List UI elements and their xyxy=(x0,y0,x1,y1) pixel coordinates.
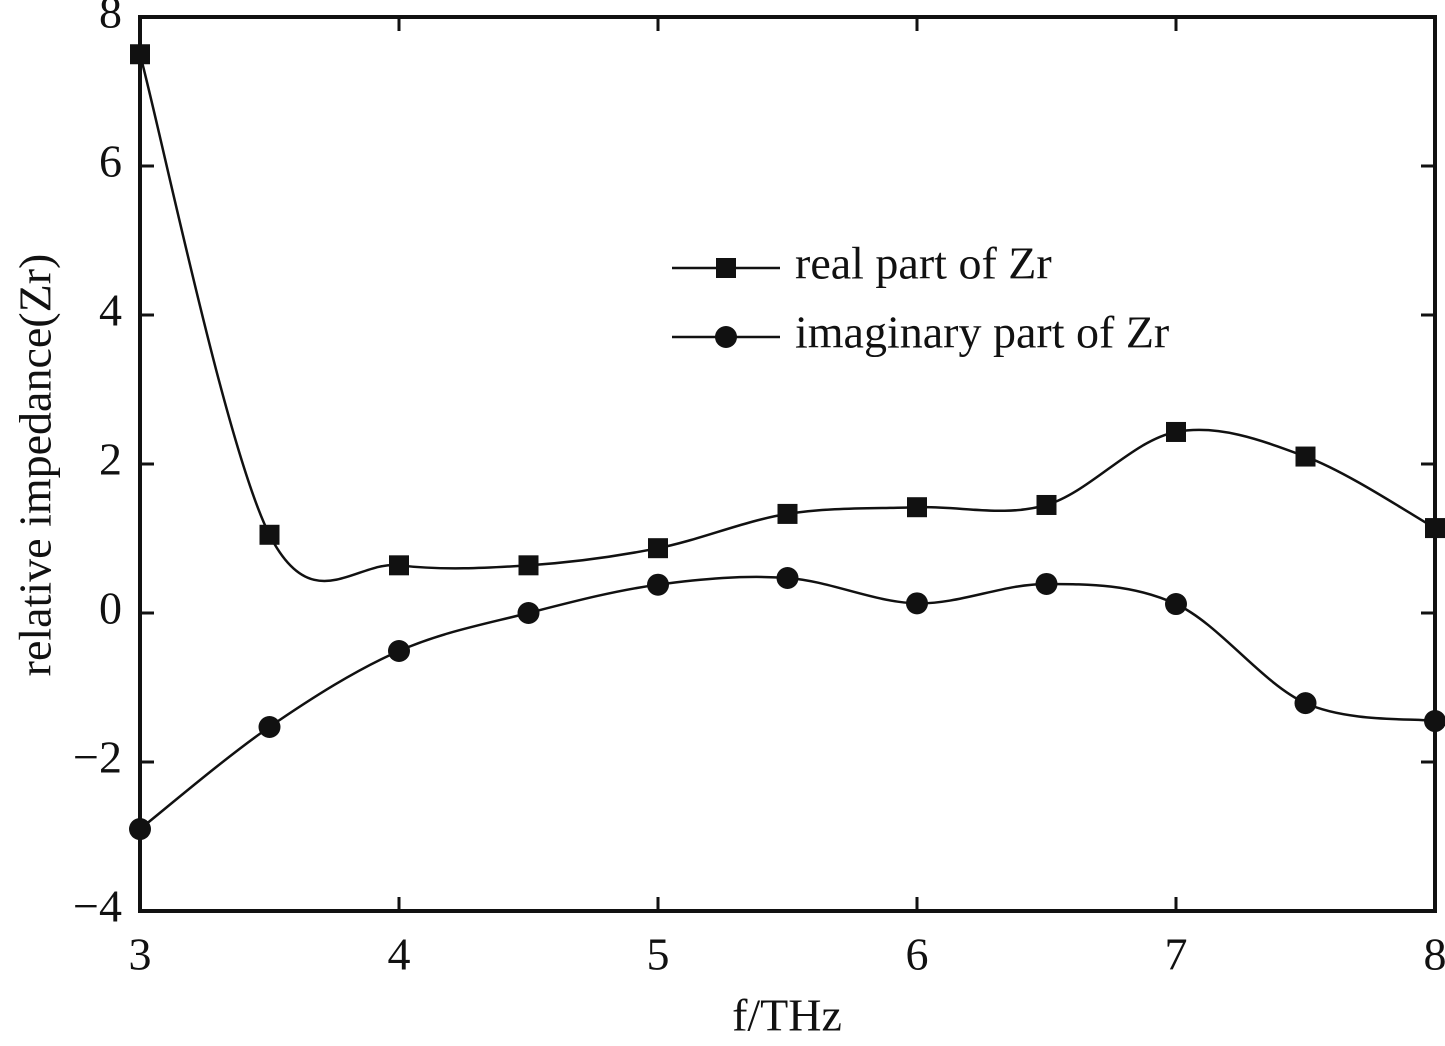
y-tick-label: 6 xyxy=(99,136,122,187)
x-tick-label: 6 xyxy=(906,929,929,980)
plot-frame xyxy=(138,15,1437,913)
x-tick-label: 8 xyxy=(1424,929,1445,980)
x-tick-label: 5 xyxy=(647,929,670,980)
marker xyxy=(906,592,928,615)
y-tick-label: −4 xyxy=(73,881,122,932)
marker xyxy=(1424,710,1445,733)
series-line xyxy=(138,53,1436,583)
marker xyxy=(1425,518,1445,539)
marker xyxy=(777,503,798,524)
marker xyxy=(1165,593,1187,616)
marker xyxy=(389,555,409,576)
marker xyxy=(129,818,151,841)
marker xyxy=(518,555,539,576)
marker xyxy=(1035,572,1058,595)
y-axis-label: relative impedance(Zr) xyxy=(10,254,61,677)
legend-marker xyxy=(715,326,737,348)
x-tick-label: 4 xyxy=(388,929,411,980)
y-tick-label: 4 xyxy=(99,285,122,336)
marker xyxy=(130,44,150,65)
marker xyxy=(776,566,799,589)
marker xyxy=(1294,692,1317,715)
y-tick-label: −2 xyxy=(73,732,122,783)
marker xyxy=(907,497,927,518)
legend-label: imaginary part of Zr xyxy=(795,307,1169,358)
marker xyxy=(1166,421,1186,442)
y-tick-label: 2 xyxy=(99,434,122,485)
y-tick-label: 8 xyxy=(99,0,122,38)
marker xyxy=(517,602,540,624)
legend-marker xyxy=(716,258,736,278)
x-tick-label: 7 xyxy=(1165,929,1188,980)
marker xyxy=(648,538,668,559)
x-axis-label: f/THz xyxy=(732,990,842,1041)
marker xyxy=(258,715,281,738)
marker xyxy=(1036,494,1057,515)
legend-label: real part of Zr xyxy=(795,238,1052,289)
marker xyxy=(647,573,669,596)
y-tick-label: 0 xyxy=(99,583,122,634)
series-line xyxy=(139,575,1436,831)
marker xyxy=(388,639,410,662)
marker xyxy=(1295,446,1316,467)
marker xyxy=(259,524,280,545)
x-tick-label: 3 xyxy=(129,929,152,980)
